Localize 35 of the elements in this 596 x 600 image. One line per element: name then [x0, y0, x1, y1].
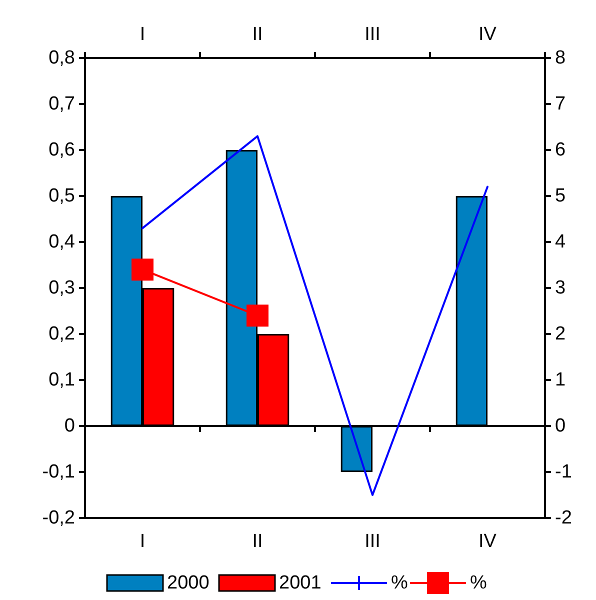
y-tick-label: 0 [64, 416, 75, 436]
line-series [142, 135, 488, 496]
legend-label: 2000 [167, 572, 210, 594]
category-label: IV [478, 24, 496, 45]
y-tick-label: 0,7 [48, 94, 75, 114]
legend-label: 2001 [279, 572, 322, 594]
category-label: III [364, 24, 380, 45]
category-label: I [140, 24, 146, 45]
y-tick-label: 0,8 [48, 48, 75, 68]
y2-tick-label: 0 [555, 416, 566, 436]
y-tick-label: 0,4 [48, 232, 76, 252]
y2-tick-label: -1 [555, 462, 572, 482]
y2-tick-label: 1 [555, 370, 566, 390]
y2-tick-label: -2 [555, 508, 572, 528]
y2-tick-label: 6 [555, 140, 566, 160]
y-tick-label: 0,6 [48, 140, 75, 160]
y-tick-label: 0,2 [48, 324, 75, 344]
y-tick-label: 0,5 [48, 186, 75, 206]
y2-tick-label: 8 [555, 48, 566, 68]
y2-tick-label: 3 [555, 278, 566, 298]
legend-label: % [391, 572, 408, 594]
category-label: II [252, 24, 263, 45]
x-tick-label: I [140, 531, 146, 552]
x-tick-label: II [252, 531, 263, 552]
y2-tick-label: 2 [555, 324, 566, 344]
legend-label: % [470, 572, 487, 594]
y2-tick-label: 7 [555, 94, 566, 114]
y-tick-label: -0,2 [42, 508, 75, 528]
y-tick-label: -0,1 [42, 462, 75, 482]
y-tick-label: 0,3 [48, 278, 75, 298]
y-tick-label: 0,1 [48, 370, 75, 390]
y2-tick-label: 5 [555, 186, 566, 206]
x-tick-label: IV [478, 531, 497, 552]
x-tick-label: III [364, 531, 380, 552]
y2-tick-label: 4 [555, 232, 566, 252]
